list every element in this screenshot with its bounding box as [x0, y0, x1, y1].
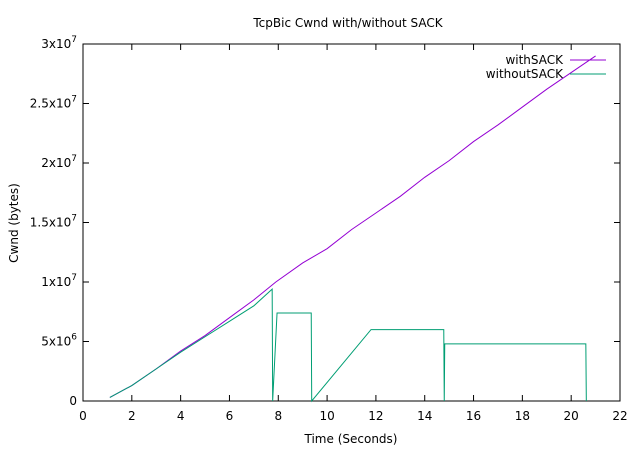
series-lines [109, 55, 596, 403]
x-tick-label: 16 [466, 409, 481, 423]
x-tick-label: 8 [274, 409, 282, 423]
x-tick-label: 20 [564, 409, 579, 423]
y-tick-exponent: 7 [71, 95, 77, 105]
y-tick-mantissa: 3x10 [41, 37, 71, 51]
y-tick-exponent: 7 [71, 214, 77, 224]
y-tick-exponent: 7 [71, 154, 77, 164]
y-tick-label: 3x107 [41, 35, 77, 51]
legend-label: withSACK [505, 53, 564, 67]
y-tick-label: 2.5x107 [30, 95, 77, 111]
axis-ticks: 0 2 4 6 8 10 12 14 16 18 20 2205x1061x1071.5x1072x1… [30, 35, 628, 423]
x-tick-label: 22 [612, 409, 627, 423]
y-tick-exponent: 7 [71, 35, 77, 45]
legend-label: withoutSACK [486, 67, 564, 81]
y-tick-mantissa: 0 [69, 394, 77, 408]
x-tick-label: 10 [319, 409, 334, 423]
y-tick-mantissa: 2.5x10 [30, 97, 71, 111]
y-tick-label: 1.5x107 [30, 214, 77, 230]
y-tick-exponent: 7 [71, 273, 77, 283]
x-tick-label: 6 [226, 409, 234, 423]
x-tick-label: 0 [79, 409, 87, 423]
x-tick-label: 2 [128, 409, 136, 423]
y-axis-label: Cwnd (bytes) [7, 183, 21, 263]
y-tick-mantissa: 5x10 [41, 335, 71, 349]
x-axis-label: Time (Seconds) [304, 432, 398, 446]
y-tick-mantissa: 2x10 [41, 156, 71, 170]
y-tick-label: 1x107 [41, 273, 77, 289]
y-tick-mantissa: 1.5x10 [30, 216, 71, 230]
x-tick-label: 4 [177, 409, 185, 423]
series-line-withsack [109, 55, 596, 398]
x-tick-label: 12 [368, 409, 383, 423]
y-tick-exponent: 6 [71, 333, 77, 343]
series-line-withoutsack [109, 288, 587, 403]
plot-area-frame [82, 43, 621, 402]
y-tick-label: 2x107 [41, 154, 77, 170]
y-tick-mantissa: 1x10 [41, 275, 71, 289]
x-tick-label: 14 [417, 409, 432, 423]
x-tick-label: 18 [515, 409, 530, 423]
y-tick-label: 5x106 [41, 333, 77, 349]
chart-title: TcpBic Cwnd with/without SACK [252, 16, 443, 30]
y-tick-label: 0 [69, 394, 77, 408]
